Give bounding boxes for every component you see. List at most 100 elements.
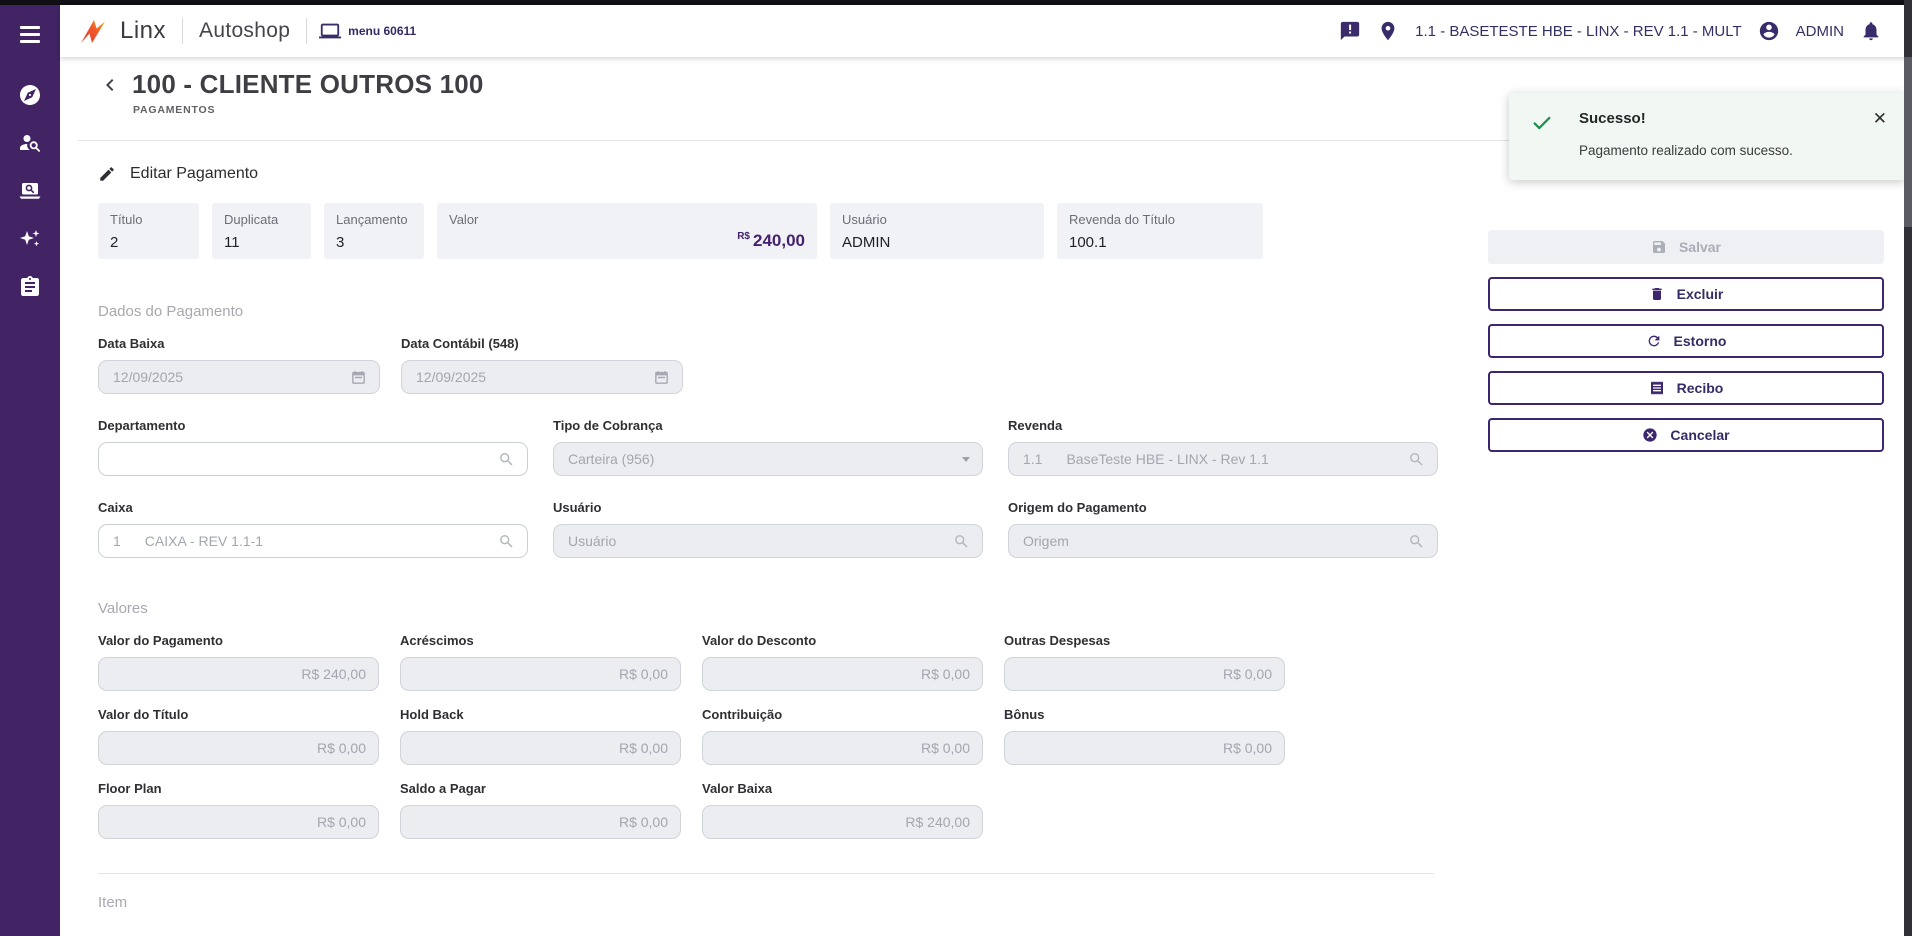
user-name[interactable]: ADMIN xyxy=(1795,22,1844,40)
receipt-icon xyxy=(1649,380,1665,396)
field-data-contabil: Data Contábil (548) 12/09/2025 xyxy=(401,336,683,394)
data-baixa-input[interactable]: 12/09/2025 xyxy=(98,360,380,394)
origem-input[interactable]: Origem xyxy=(1008,524,1438,558)
valor-baixa-input[interactable]: R$ 240,00 xyxy=(702,805,983,839)
person-search-icon[interactable] xyxy=(18,131,42,155)
contribuicao-input[interactable]: R$ 0,00 xyxy=(702,731,983,765)
search-icon xyxy=(1410,452,1423,466)
valores-heading: Valores xyxy=(98,600,148,617)
close-icon[interactable]: ✕ xyxy=(1872,109,1887,128)
sparkles-icon[interactable] xyxy=(18,227,42,251)
trash-icon xyxy=(1649,286,1665,302)
clipboard-icon[interactable] xyxy=(18,275,42,299)
field-hold-back: Hold Back R$ 0,00 xyxy=(400,707,681,765)
field-bonus: Bônus R$ 0,00 xyxy=(1004,707,1285,765)
location-pin-icon[interactable] xyxy=(1377,20,1399,42)
field-data-baixa: Data Baixa 12/09/2025 xyxy=(98,336,380,394)
action-buttons: Salvar Excluir Estorno Recibo xyxy=(1488,230,1884,452)
field-acrescimos: Acréscimos R$ 0,00 xyxy=(400,633,681,691)
hold-back-input[interactable]: R$ 0,00 xyxy=(400,731,681,765)
search-icon xyxy=(1410,534,1423,548)
divider xyxy=(306,18,308,44)
valor-titulo-input[interactable]: R$ 0,00 xyxy=(98,731,379,765)
departamento-input[interactable] xyxy=(98,442,528,476)
sidebar xyxy=(0,5,60,936)
tipo-cobranca-select[interactable]: Carteira (956) xyxy=(553,442,983,476)
calendar-icon xyxy=(655,370,668,384)
toast-title: Sucesso! xyxy=(1579,110,1646,127)
card-lancamento: Lançamento 3 xyxy=(324,203,424,259)
card-revenda-titulo: Revenda do Título 100.1 xyxy=(1057,203,1263,259)
scrollbar-thumb[interactable] xyxy=(1904,57,1912,227)
divider xyxy=(78,140,1892,141)
scrollbar[interactable] xyxy=(1904,0,1912,936)
reversal-button[interactable]: Estorno xyxy=(1488,324,1884,358)
save-icon xyxy=(1651,239,1667,255)
workstation: menu 60611 xyxy=(319,20,416,42)
toast-message: Pagamento realizado com sucesso. xyxy=(1579,143,1793,158)
card-valor: Valor R$ 240,00 xyxy=(437,203,817,259)
receipt-button[interactable]: Recibo xyxy=(1488,371,1884,405)
back-chevron-icon[interactable] xyxy=(98,73,122,97)
field-tipo-cobranca: Tipo de Cobrança Carteira (956) xyxy=(553,418,983,476)
page-title: 100 - CLIENTE OUTROS 100 xyxy=(132,69,484,99)
field-valor-titulo: Valor do Título R$ 0,00 xyxy=(98,707,379,765)
page-content: 100 - CLIENTE OUTROS 100 PAGAMENTOS Edit… xyxy=(60,57,1912,936)
search-icon xyxy=(500,452,513,466)
usuario-input[interactable]: Usuário xyxy=(553,524,983,558)
product-name: Autoshop xyxy=(199,19,291,42)
hamburger-menu-icon[interactable] xyxy=(20,26,40,43)
cancel-circle-icon xyxy=(1642,427,1658,443)
card-duplicata: Duplicata 11 xyxy=(212,203,311,259)
breadcrumb: PAGAMENTOS xyxy=(133,104,216,116)
topbar: Linx Autoshop menu 60611 1.1 - BASETESTE… xyxy=(60,5,1912,57)
linx-logo xyxy=(78,18,108,44)
acrescimos-input[interactable]: R$ 0,00 xyxy=(400,657,681,691)
cancel-button[interactable]: Cancelar xyxy=(1488,418,1884,452)
revenda-input[interactable]: 1.1 BaseTeste HBE - LINX - Rev 1.1 xyxy=(1008,442,1438,476)
field-revenda: Revenda 1.1 BaseTeste HBE - LINX - Rev 1… xyxy=(1008,418,1438,476)
refresh-icon xyxy=(1646,333,1662,349)
bell-icon[interactable] xyxy=(1860,20,1882,42)
outras-despesas-input[interactable]: R$ 0,00 xyxy=(1004,657,1285,691)
valor-pagamento-input[interactable]: R$ 240,00 xyxy=(98,657,379,691)
dados-pagamento-heading: Dados do Pagamento xyxy=(98,303,244,320)
search-icon xyxy=(955,534,968,548)
field-departamento: Departamento xyxy=(98,418,528,476)
divider xyxy=(182,18,184,44)
check-icon xyxy=(1531,110,1571,158)
pencil-icon xyxy=(98,165,116,183)
window-top-strip xyxy=(0,0,1912,5)
save-button[interactable]: Salvar xyxy=(1488,230,1884,264)
monitor-search-icon[interactable] xyxy=(18,179,42,203)
data-contabil-input[interactable]: 12/09/2025 xyxy=(401,360,683,394)
feedback-icon[interactable] xyxy=(1339,20,1361,42)
laptop-icon xyxy=(319,20,342,42)
summary-cards: Título 2 Duplicata 11 Lançamento 3 Valor… xyxy=(98,203,1884,259)
chevron-down-icon xyxy=(962,456,970,462)
field-caixa: Caixa 1 CAIXA - REV 1.1-1 xyxy=(98,500,528,558)
field-valor-desconto: Valor do Desconto R$ 0,00 xyxy=(702,633,983,691)
delete-button[interactable]: Excluir xyxy=(1488,277,1884,311)
brand-name: Linx xyxy=(120,17,167,44)
bonus-input[interactable]: R$ 0,00 xyxy=(1004,731,1285,765)
workstation-label: menu 60611 xyxy=(348,24,417,38)
saldo-pagar-input[interactable]: R$ 0,00 xyxy=(400,805,681,839)
section-title: Editar Pagamento xyxy=(130,165,259,182)
valores-grid: Valor do Pagamento R$ 240,00 Acréscimos … xyxy=(98,633,1434,839)
floor-plan-input[interactable]: R$ 0,00 xyxy=(98,805,379,839)
field-usuario: Usuário Usuário xyxy=(553,500,983,558)
valor-desconto-input[interactable]: R$ 0,00 xyxy=(702,657,983,691)
caixa-input[interactable]: 1 CAIXA - REV 1.1-1 xyxy=(98,524,528,558)
field-contribuicao: Contribuição R$ 0,00 xyxy=(702,707,983,765)
card-usuario: Usuário ADMIN xyxy=(830,203,1044,259)
field-valor-baixa: Valor Baixa R$ 240,00 xyxy=(702,781,983,839)
field-valor-pagamento: Valor do Pagamento R$ 240,00 xyxy=(98,633,379,691)
user-avatar-icon[interactable] xyxy=(1758,20,1780,42)
company-context[interactable]: 1.1 - BASETESTE HBE - LINX - REV 1.1 - M… xyxy=(1415,22,1742,40)
field-origem: Origem do Pagamento Origem xyxy=(1008,500,1438,558)
card-titulo: Título 2 xyxy=(98,203,199,259)
compass-icon[interactable] xyxy=(18,83,42,107)
calendar-icon xyxy=(352,370,365,384)
success-toast: Sucesso! Pagamento realizado com sucesso… xyxy=(1509,93,1905,180)
